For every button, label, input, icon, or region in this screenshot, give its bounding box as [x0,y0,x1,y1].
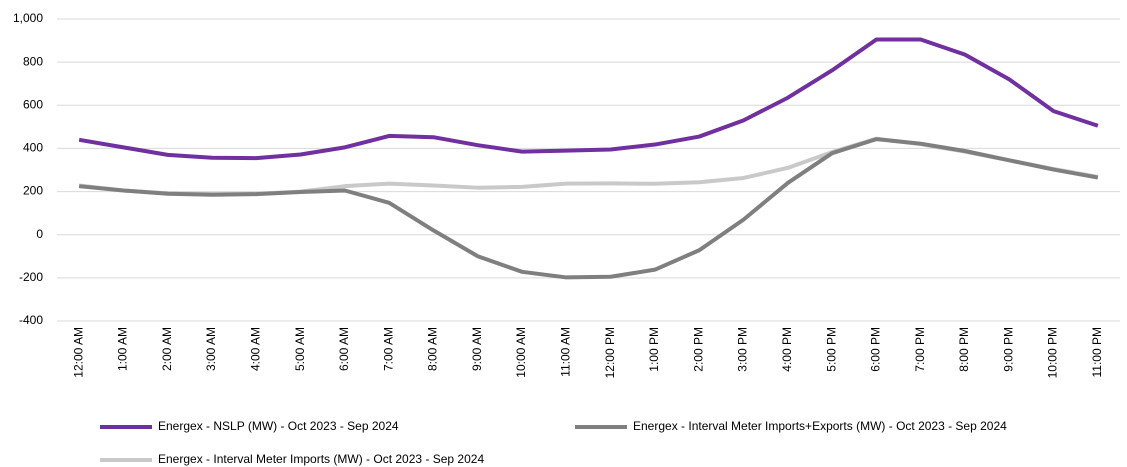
x-tick-label: 8:00 AM [426,327,440,371]
x-tick-label: 10:00 PM [1046,327,1060,378]
series-line [78,37,1099,161]
x-tick-label: 8:00 PM [957,327,971,372]
y-tick-label: 200 [23,184,43,198]
y-tick-label: 0 [36,227,43,241]
y-tick-label: 600 [23,97,43,111]
legend-label: Energex - Interval Meter Imports (MW) - … [158,452,484,466]
x-tick-label: 9:00 AM [470,327,484,371]
x-tick-label: 2:00 AM [160,327,174,371]
x-tick-label: 4:00 PM [780,327,794,372]
x-tick-label: 3:00 PM [736,327,750,372]
x-tick-label: 4:00 AM [248,327,262,371]
x-tick-label: 12:00 AM [71,327,85,378]
x-tick-label: 1:00 AM [116,327,130,371]
legend-label: Energex - Interval Meter Imports+Exports… [633,419,1007,433]
x-tick-label: 10:00 AM [514,327,528,378]
legend-label: Energex - NSLP (MW) - Oct 2023 - Sep 202… [158,419,399,433]
x-tick-label: 1:00 PM [647,327,661,372]
x-tick-label: 6:00 PM [869,327,883,372]
y-tick-label: -400 [19,313,43,327]
x-tick-label: 12:00 PM [603,327,617,378]
x-tick-label: 2:00 PM [691,327,705,372]
series-line [78,137,1099,280]
x-tick-label: 5:00 AM [293,327,307,371]
x-tick-label: 9:00 PM [1001,327,1015,372]
x-tick-label: 7:00 PM [913,327,927,372]
x-tick-label: 11:00 AM [559,327,573,377]
y-tick-label: -200 [19,270,43,284]
x-tick-label: 7:00 AM [381,327,395,371]
x-tick-label: 11:00 PM [1090,327,1104,377]
x-tick-label: 3:00 AM [204,327,218,371]
x-tick-label: 6:00 AM [337,327,351,371]
y-tick-label: 1,000 [13,11,43,25]
x-tick-label: 5:00 PM [824,327,838,372]
y-tick-label: 800 [23,54,43,68]
y-tick-label: 400 [23,141,43,155]
